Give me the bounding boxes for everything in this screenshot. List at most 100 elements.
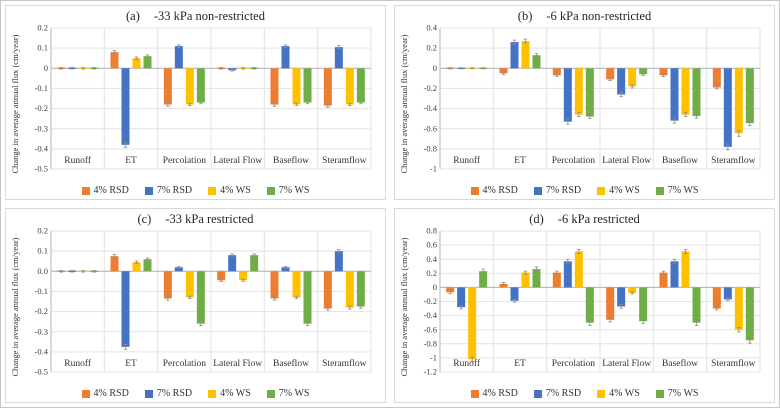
- y-axis-label: Change in average annual flux (cm/year): [397, 23, 411, 184]
- legend-label: 7% RSD: [545, 388, 582, 399]
- panel-title-text: -33 kPa non-restricted: [153, 9, 265, 23]
- panel-d: (d) -6 kPa restricted Change in average a…: [394, 208, 775, 403]
- y-tick-label: -0.3: [35, 123, 48, 133]
- legend-item: 4% WS: [208, 388, 251, 399]
- panel-label: (a): [126, 9, 140, 23]
- bar: [563, 261, 572, 288]
- legend-item: 4% RSD: [81, 388, 129, 399]
- bar: [585, 68, 594, 117]
- bar: [659, 68, 668, 76]
- legend-item: 4% WS: [597, 388, 640, 399]
- bar: [345, 271, 354, 308]
- legend-swatch: [655, 389, 664, 398]
- bar: [723, 68, 732, 147]
- bar: [585, 287, 594, 323]
- bar: [457, 287, 466, 308]
- bar: [270, 271, 279, 299]
- legend-swatch: [266, 186, 275, 195]
- y-tick-label: -0.5: [35, 164, 48, 174]
- chart-area: 0.2 0.1 0 -0.1 -0.2 -0.3 -0.4 -0.5 Runoff ET Perco…: [22, 23, 383, 184]
- legend-swatch: [208, 389, 217, 398]
- legend-item: 4% WS: [597, 185, 640, 196]
- legend-label: 7% WS: [667, 388, 699, 399]
- legend-label: 4% WS: [220, 388, 251, 399]
- category-label: Lateral Flow: [602, 359, 651, 369]
- bar: [323, 271, 332, 309]
- legend-label: 4% WS: [220, 185, 251, 196]
- bar: [163, 271, 172, 299]
- category-label: Percolation: [163, 359, 207, 369]
- bar: [574, 251, 583, 288]
- bar-chart-b: 0.4 0.2 0 -0.2 -0.4 -0.6 -0.8 -1 Runoff ET Percola…: [424, 23, 761, 174]
- bar: [196, 271, 205, 324]
- panel-title: (b) -6 kPa non-restricted: [397, 7, 772, 23]
- y-axis-label-text: Change in average annual flux (cm/year): [10, 236, 20, 377]
- legend: 4% RSD 7% RSD 4% WS 7% WS: [397, 184, 772, 198]
- legend-item: 4% RSD: [470, 388, 518, 399]
- panel-label: (c): [137, 212, 152, 226]
- bar: [521, 41, 530, 69]
- bar: [670, 68, 679, 121]
- y-tick-label: -0.8: [424, 143, 437, 153]
- bar: [292, 271, 301, 298]
- bar: [345, 68, 354, 105]
- y-tick-label: 0.1: [37, 43, 48, 53]
- y-tick-label: -0.8: [424, 338, 437, 348]
- legend-item: 7% RSD: [144, 388, 192, 399]
- category-label: Runoff: [453, 155, 481, 166]
- y-axis-label-text: Change in average annual flux (cm/year): [399, 236, 409, 377]
- bar: [617, 287, 626, 307]
- bar: [334, 251, 343, 272]
- bar: [628, 68, 637, 87]
- category-label: ET: [514, 359, 526, 369]
- panel-body: Change in average annual flux (cm/year) …: [8, 23, 383, 184]
- category-label: Baseflow: [662, 358, 698, 369]
- panel-b: (b) -6 kPa non-restricted Change in avera…: [394, 5, 775, 200]
- bar: [292, 68, 301, 105]
- y-tick-label: -0.5: [35, 367, 48, 377]
- category-label: Baseflow: [273, 155, 309, 166]
- y-tick-label: 0.2: [37, 226, 48, 236]
- legend-swatch: [470, 389, 479, 398]
- y-axis-label: Change in average annual flux (cm/year): [8, 23, 22, 184]
- bar: [356, 271, 365, 307]
- bar: [303, 271, 312, 324]
- y-tick-label: 0: [433, 282, 437, 292]
- y-tick-label: -0.4: [424, 103, 438, 113]
- legend-item: 7% RSD: [533, 185, 581, 196]
- bar: [532, 269, 541, 288]
- bar: [574, 68, 583, 115]
- legend-label: 7% RSD: [156, 185, 193, 196]
- legend-swatch: [655, 186, 664, 195]
- bar: [606, 287, 615, 320]
- legend-swatch: [81, 186, 90, 195]
- legend-item: 4% RSD: [470, 185, 518, 196]
- legend-item: 7% WS: [266, 388, 309, 399]
- y-tick-label: -0.2: [424, 83, 437, 93]
- bar-chart-a: 0.2 0.1 0 -0.1 -0.2 -0.3 -0.4 -0.5 Runoff ET Perco…: [35, 23, 372, 174]
- y-tick-label: 0.4: [426, 254, 437, 264]
- bar: [552, 272, 561, 288]
- bar: [532, 55, 541, 69]
- bar: [121, 271, 130, 347]
- bar: [639, 287, 648, 322]
- bar: [143, 56, 152, 69]
- legend-label: 7% WS: [278, 185, 310, 196]
- panel-label: (d): [529, 212, 544, 226]
- bar: [628, 287, 637, 294]
- bar: [712, 68, 721, 88]
- category-label: Runoff: [64, 155, 92, 166]
- bar: [745, 287, 754, 341]
- bar: [723, 287, 732, 300]
- panel-body: Change in average annual flux (cm/year) …: [397, 226, 772, 387]
- y-tick-label: -0.6: [424, 123, 437, 133]
- y-tick-label: -0.4: [424, 310, 438, 320]
- bar: [174, 46, 183, 69]
- y-axis-label: Change in average annual flux (cm/year): [397, 226, 411, 387]
- panel-title: (d) -6 kPa restricted: [397, 210, 772, 226]
- bar: [196, 68, 205, 103]
- y-tick-label: 0.0: [37, 266, 48, 276]
- y-tick-label: -1: [430, 353, 437, 363]
- bar: [617, 68, 626, 95]
